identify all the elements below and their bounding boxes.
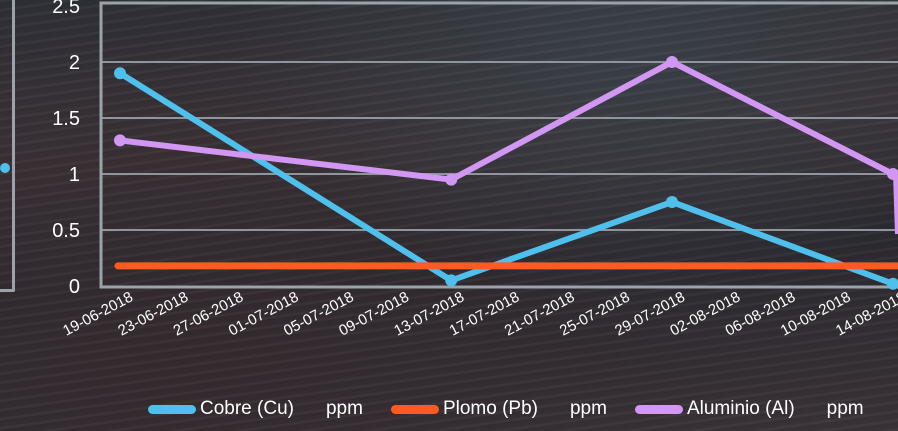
legend-label-plomo: Plomo (Pb): [442, 398, 538, 419]
y-tick-label: 2: [69, 52, 80, 74]
series-group: [114, 56, 898, 290]
legend-item-aluminio: Aluminio (Al) ppm: [634, 398, 864, 420]
grid-lines: [101, 61, 898, 231]
series-line: [117, 70, 896, 287]
legend-swatch-plomo: [390, 404, 439, 414]
legend-unit-plomo: ppm: [569, 398, 607, 419]
series-aluminio: [114, 56, 898, 186]
legend-item-plomo: Plomo (Pb) ppm: [390, 398, 607, 420]
y-tick-label: 1: [69, 164, 80, 186]
legend-swatch-cobre: [148, 404, 196, 414]
x-axis: 19-06-201823-06-201827-06-201801-07-2018…: [60, 289, 898, 340]
data-point: [666, 56, 678, 68]
data-point: [445, 274, 458, 287]
data-point: [114, 67, 126, 80]
legend-label-cobre: Cobre (Cu): [200, 398, 294, 419]
y-tick-label: 0.5: [52, 220, 80, 242]
y-tick-label: 2.5: [52, 0, 80, 18]
legend: Cobre (Cu) ppm Plomo (Pb) ppm Aluminio (…: [148, 398, 892, 420]
data-point: [887, 277, 898, 290]
y-tick-label: 1.5: [52, 108, 80, 130]
legend-item-cobre: Cobre (Cu) ppm: [148, 398, 363, 420]
adjacent-chart-frame: [0, 0, 15, 292]
y-tick-label: 0: [69, 276, 80, 298]
legend-label-aluminio: Aluminio (Al): [686, 398, 795, 419]
data-point: [666, 196, 678, 208]
legend-unit-aluminio: ppm: [826, 398, 864, 419]
data-point: [114, 134, 126, 147]
y-axis: 0 0.5 1 1.5 2 2.5: [52, 0, 80, 298]
legend-swatch-aluminio: [634, 404, 683, 414]
plot-area-frame: [99, 1, 898, 289]
legend-unit-cobre: ppm: [325, 398, 363, 419]
data-point: [445, 173, 458, 186]
series-cobre: [114, 67, 898, 290]
adjacent-chart-point: [0, 163, 10, 173]
series-line: [117, 59, 896, 183]
